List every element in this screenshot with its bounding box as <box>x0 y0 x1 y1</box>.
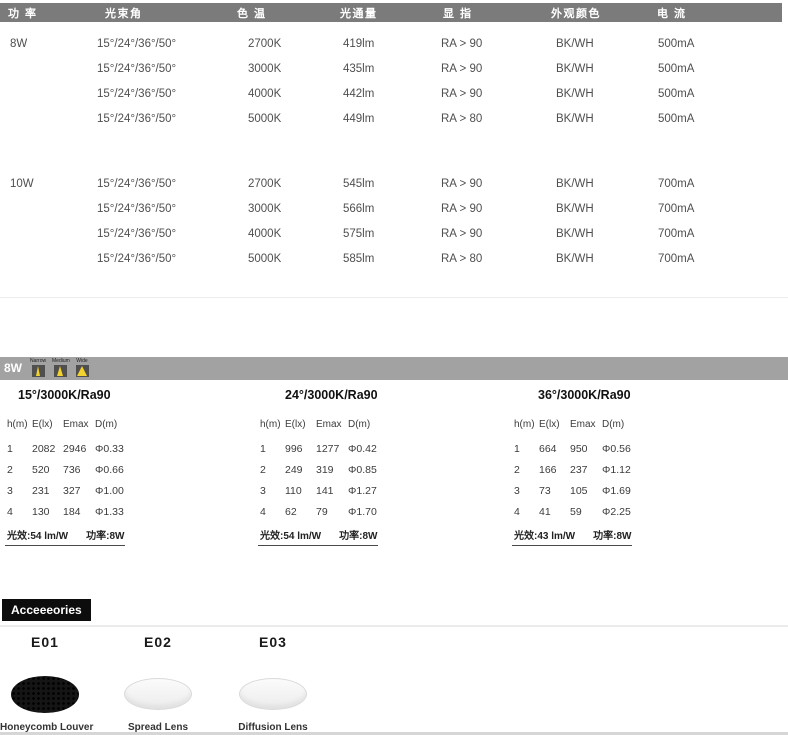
power-cell: 8W <box>10 38 28 50</box>
photometric-table-36deg: 36°/3000K/Ra90 h(m) E(lx) Emax D(m) 1 66… <box>512 388 652 546</box>
beam-wide-icon: Wide <box>74 358 90 377</box>
table-row: 15°/24°/36°/50° 3000K 435lm RA > 90 BK/W… <box>97 63 695 75</box>
table-row: 1 2082 2946 Φ0.33 <box>7 443 124 455</box>
accessory-item-e02: E02 Spread Lens <box>113 634 203 733</box>
table-row: 1 664 950 Φ0.56 <box>514 443 631 455</box>
beam-icons-group: Narrow Medium Wide <box>30 358 90 377</box>
col-header-flux: 光通量 <box>340 7 378 20</box>
col-header-power: 功 率 <box>8 7 38 20</box>
spec-group-10w: 10W 15°/24°/36°/50° 2700K 545lm RA > 90 … <box>0 172 782 272</box>
table-row: 2 166 237 Φ1.12 <box>514 464 631 476</box>
table-row: 3 110 141 Φ1.27 <box>260 485 377 497</box>
table-row: 3 73 105 Φ1.69 <box>514 485 631 497</box>
spec-table-header: 功 率 光束角 色 温 光通量 显 指 外观颜色 电 流 <box>0 3 782 22</box>
accessory-item-e03: E03 Diffusion Lens <box>228 634 318 733</box>
power-value: 功率:8W <box>86 531 125 542</box>
table-footer: 光效:43 lm/W 功率:8W <box>512 527 632 546</box>
table-row: 2 249 319 Φ0.85 <box>260 464 377 476</box>
table-row: 2 520 736 Φ0.66 <box>7 464 124 476</box>
col-header-cct: 色 温 <box>237 7 267 20</box>
photometric-table-title: 15°/3000K/Ra90 <box>18 388 111 402</box>
power-cell: 10W <box>10 178 34 190</box>
accessories-divider <box>0 625 788 627</box>
accessory-name: Spread Lens <box>127 722 189 733</box>
photometric-table-15deg: 15°/3000K/Ra90 h(m) E(lx) Emax D(m) 1 20… <box>5 388 145 546</box>
photometric-table-24deg: 24°/3000K/Ra90 h(m) E(lx) Emax D(m) 1 99… <box>258 388 398 546</box>
table-footer: 光效:54 lm/W 功率:8W <box>5 527 125 546</box>
accessory-code: E01 <box>31 634 59 650</box>
table-row: 8W 15°/24°/36°/50° 2700K 419lm RA > 90 B… <box>0 32 782 57</box>
efficacy-value: 光效:54 lm/W <box>7 531 69 542</box>
photometric-table-title: 24°/3000K/Ra90 <box>285 388 378 402</box>
table-row: 15°/24°/36°/50° 3000K 566lm RA > 90 BK/W… <box>97 203 695 215</box>
accessory-item-e01: E01 Honeycomb Louver <box>0 634 94 733</box>
table-row: 10W 15°/24°/36°/50° 2700K 545lm RA > 90 … <box>0 172 782 197</box>
table-row: 3 231 327 Φ1.00 <box>7 485 124 497</box>
section-divider <box>0 297 788 298</box>
photometric-table-header: h(m) E(lx) Emax D(m) <box>514 419 625 430</box>
table-row: 15°/24°/36°/50° 4000K 575lm RA > 90 BK/W… <box>97 228 695 240</box>
photometric-section-bar: 8W Narrow Medium Wide <box>0 357 788 380</box>
accessories-title: Acceeeories <box>2 599 91 621</box>
section-power-label: 8W <box>4 361 22 375</box>
table-footer: 光效:54 lm/W 功率:8W <box>258 527 378 546</box>
col-header-beam-angle: 光束角 <box>105 7 143 20</box>
accessory-code: E02 <box>144 634 172 650</box>
spec-group-8w: 8W 15°/24°/36°/50° 2700K 419lm RA > 90 B… <box>0 32 782 132</box>
accessory-name: Diffusion Lens <box>238 722 308 733</box>
honeycomb-louver-image <box>11 675 79 713</box>
efficacy-value: 光效:54 lm/W <box>260 531 322 542</box>
table-row: 1 996 1277 Φ0.42 <box>260 443 377 455</box>
spread-lens-image <box>124 678 192 710</box>
table-row: 15°/24°/36°/50° 5000K 449lm RA > 80 BK/W… <box>97 113 695 125</box>
power-value: 功率:8W <box>593 531 632 542</box>
accessory-code: E03 <box>259 634 287 650</box>
power-value: 功率:8W <box>339 531 378 542</box>
col-header-current: 电 流 <box>657 7 687 20</box>
efficacy-value: 光效:43 lm/W <box>514 531 576 542</box>
beam-medium-icon: Medium <box>52 358 70 377</box>
accessory-name: Honeycomb Louver <box>0 722 94 733</box>
photometric-table-title: 36°/3000K/Ra90 <box>538 388 631 402</box>
next-section-bar <box>0 732 788 735</box>
table-row: 4 130 184 Φ1.33 <box>7 506 124 518</box>
photometric-table-header: h(m) E(lx) Emax D(m) <box>7 419 118 430</box>
col-header-cri: 显 指 <box>443 7 473 20</box>
photometric-table-header: h(m) E(lx) Emax D(m) <box>260 419 371 430</box>
table-row: 4 62 79 Φ1.70 <box>260 506 377 518</box>
beam-narrow-icon: Narrow <box>30 358 46 377</box>
diffusion-lens-image <box>239 678 307 710</box>
table-row: 4 41 59 Φ2.25 <box>514 506 631 518</box>
table-row: 15°/24°/36°/50° 5000K 585lm RA > 80 BK/W… <box>97 253 695 265</box>
col-header-finish: 外观颜色 <box>551 7 601 20</box>
table-row: 15°/24°/36°/50° 4000K 442lm RA > 90 BK/W… <box>97 88 695 100</box>
